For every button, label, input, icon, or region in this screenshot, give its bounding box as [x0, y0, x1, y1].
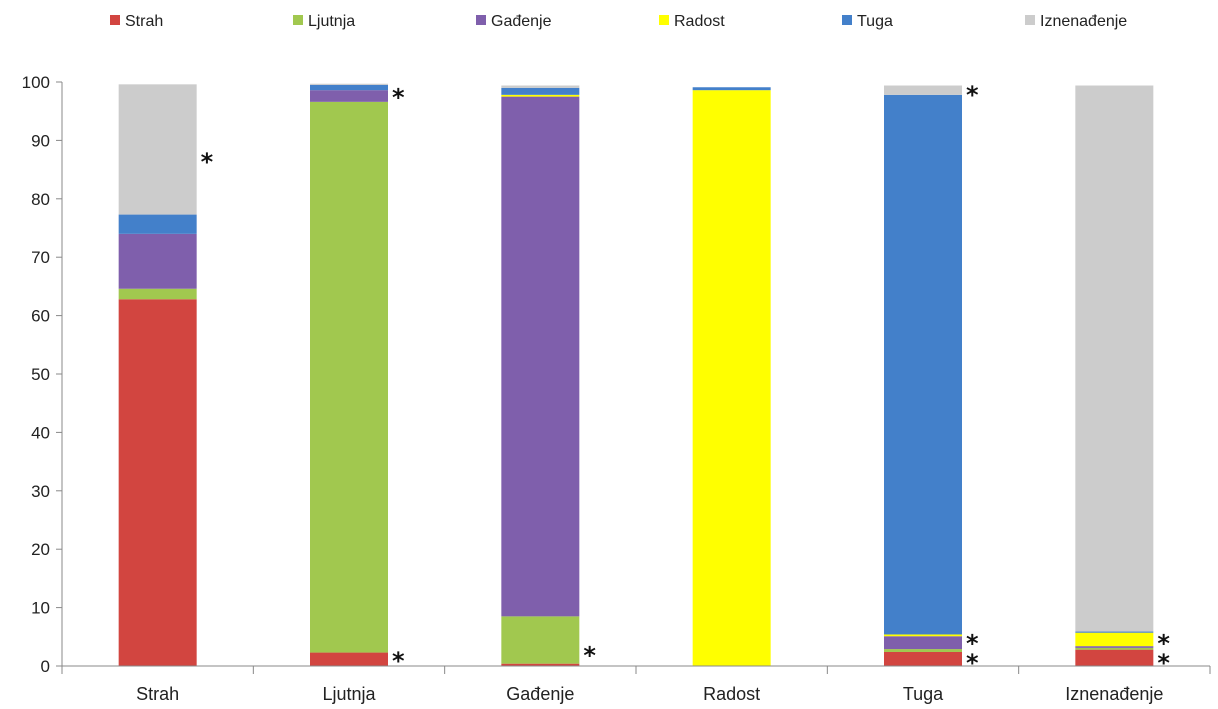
bar-segment	[501, 616, 580, 664]
legend-swatch	[476, 15, 486, 25]
bar-segment	[884, 649, 962, 652]
x-tick-label: Tuga	[903, 684, 944, 704]
significance-star: *	[201, 148, 214, 176]
bar-segment	[884, 636, 962, 650]
legend-label: Ljutnja	[308, 13, 355, 30]
legend-label: Iznenađenje	[1040, 13, 1127, 30]
legend-swatch	[842, 15, 852, 25]
legend-swatch	[110, 15, 120, 25]
bar-segment	[884, 85, 962, 95]
bar-segment	[118, 214, 197, 234]
bar-segment	[501, 94, 580, 97]
y-tick-label: 40	[31, 423, 50, 442]
bar-segment	[310, 90, 388, 102]
annotations: *** ******	[201, 81, 1171, 677]
bar-segment	[118, 233, 197, 289]
bar-segment	[692, 87, 771, 91]
significance-star: *	[392, 84, 405, 112]
y-tick-label: 50	[31, 365, 50, 384]
y-tick-label: 30	[31, 482, 50, 501]
bar-segment	[1075, 647, 1154, 650]
bar-segment	[884, 94, 962, 635]
bar-segment	[884, 634, 962, 637]
bar-segment	[118, 299, 197, 666]
legend-swatch	[293, 15, 303, 25]
bars	[118, 83, 1154, 666]
bar-segment	[1075, 85, 1154, 632]
y-tick-label: 80	[31, 190, 50, 209]
legend-label: Radost	[674, 13, 725, 30]
legend-label: Strah	[125, 13, 163, 30]
bar-segment	[884, 651, 962, 666]
legend-swatch	[1025, 15, 1035, 25]
bar-segment	[310, 101, 388, 653]
bar-segment	[692, 90, 771, 666]
significance-star: *	[1157, 649, 1170, 677]
legend-label: Tuga	[857, 13, 893, 30]
x-tick-label: Strah	[136, 684, 179, 704]
y-tick-label: 90	[31, 131, 50, 150]
bar-segment	[118, 84, 197, 215]
bar-segment	[1075, 631, 1154, 633]
bar-segment	[118, 288, 197, 300]
significance-star: *	[966, 630, 979, 658]
x-tick-label: Ljutnja	[322, 684, 376, 704]
y-tick-label: 20	[31, 540, 50, 559]
significance-star: *	[392, 647, 405, 675]
bar-segment	[310, 652, 388, 666]
bar-segment	[501, 96, 580, 617]
significance-star: *	[966, 81, 979, 109]
bar-segment	[310, 84, 388, 91]
legend-label: Gađenje	[491, 13, 552, 30]
bar-segment	[501, 663, 580, 666]
legend: Strah Ljutnja Gađenje Radost Tuga Iznenađenje	[110, 13, 1127, 30]
x-tick-label: Gađenje	[506, 684, 574, 704]
x-tick-label: Radost	[703, 684, 760, 704]
bar-segment	[501, 87, 580, 95]
significance-star: *	[966, 649, 979, 677]
legend-swatch	[659, 15, 669, 25]
y-tick-label: 0	[41, 657, 50, 676]
bar-segment	[501, 85, 580, 88]
y-axis: 0 10 20 30 40 50 60 70 80 90 100	[22, 73, 63, 676]
y-tick-label: 60	[31, 307, 50, 326]
significance-star: *	[583, 641, 596, 669]
y-tick-label: 100	[22, 73, 50, 92]
bar-segment	[1075, 649, 1154, 666]
x-axis: Strah Ljutnja Gađenje Radost Tuga Iznenađenje	[61, 665, 1211, 704]
bar-segment	[1075, 646, 1154, 648]
x-tick-label: Iznenađenje	[1065, 684, 1163, 704]
bar-segment	[1075, 632, 1154, 647]
y-tick-label: 70	[31, 248, 50, 267]
significance-star: *	[1157, 630, 1170, 658]
y-tick-label: 10	[31, 599, 50, 618]
bar-segment	[310, 83, 388, 85]
